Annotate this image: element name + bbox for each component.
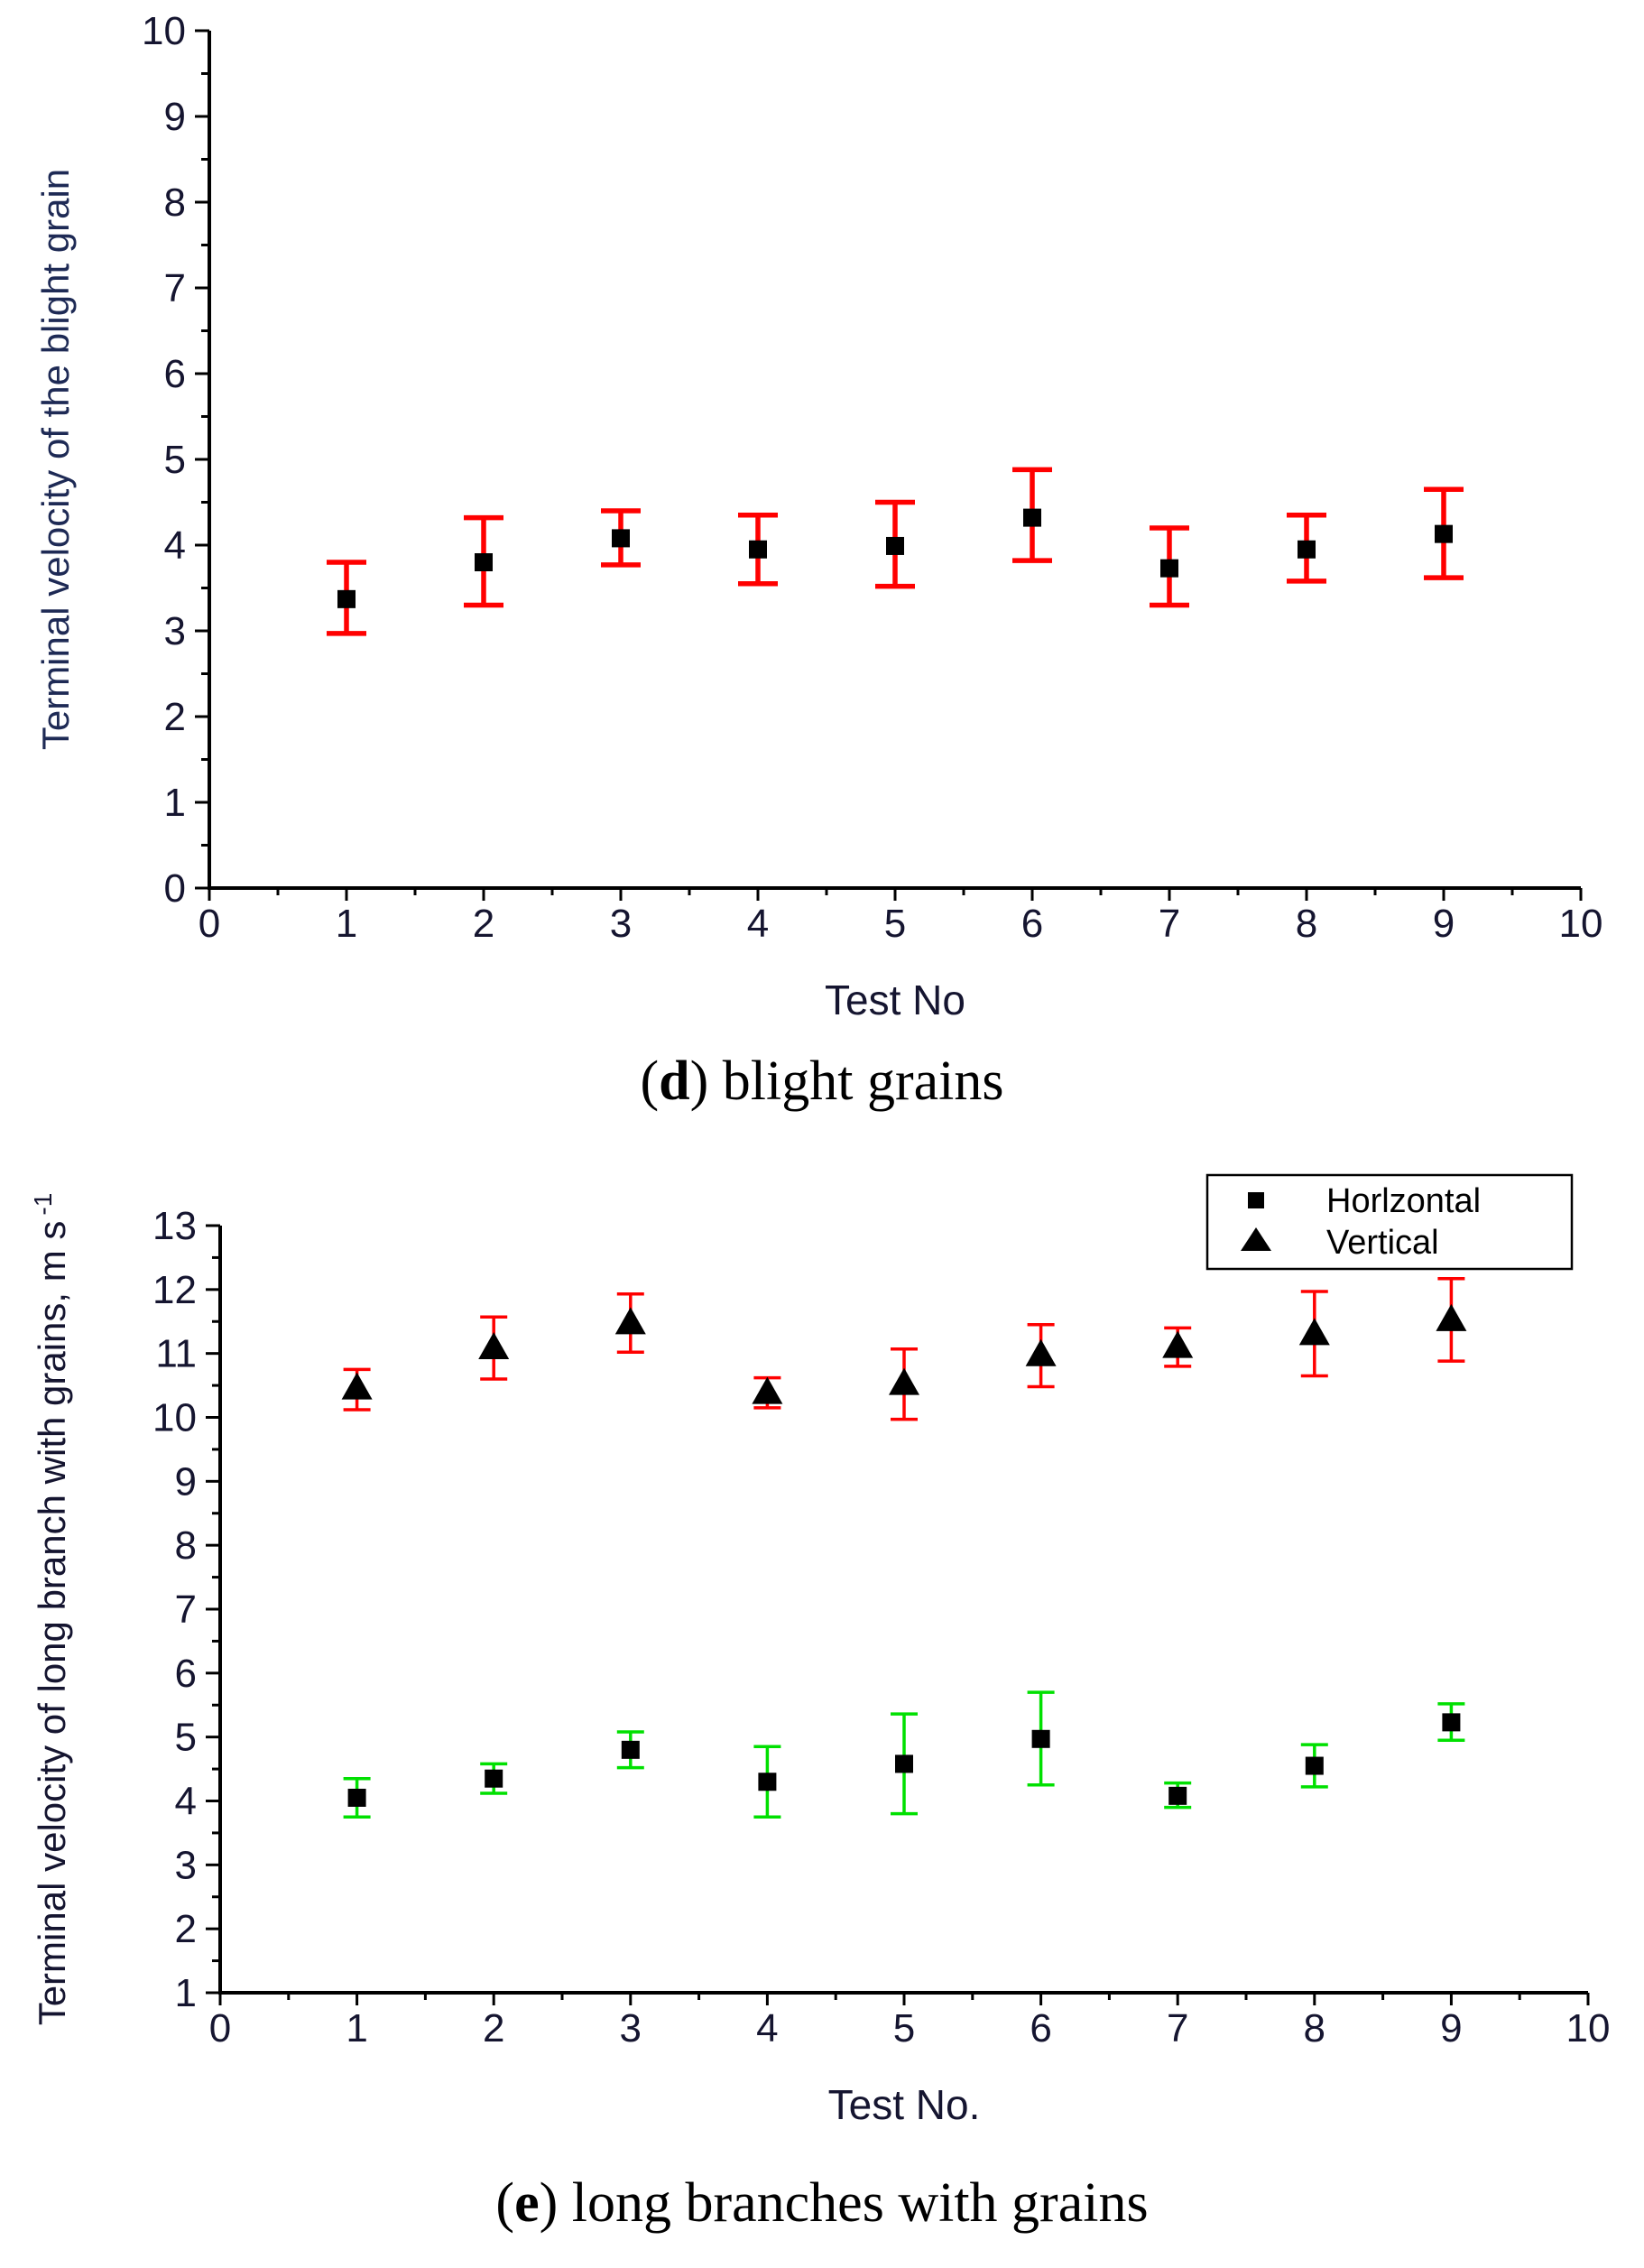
legend-box	[1205, 1173, 1574, 1271]
data-point-square	[1031, 1729, 1050, 1748]
x-tick-label: 2	[473, 902, 494, 946]
x-axis-title: Test No.	[828, 2081, 981, 2128]
legend-marker-triangle	[1241, 1227, 1271, 1251]
data-point-triangle	[1025, 1338, 1057, 1366]
data-point-triangle	[889, 1367, 919, 1395]
y-tick-label: 5	[175, 1716, 197, 1760]
data-point-triangle	[752, 1376, 783, 1404]
data-point-triangle	[1436, 1303, 1467, 1331]
data-point-square	[886, 536, 904, 555]
data-point-square	[1442, 1713, 1461, 1732]
data-point-triangle	[478, 1332, 510, 1359]
y-tick-label: 13	[152, 1204, 197, 1248]
x-tick-label: 3	[620, 2006, 642, 2050]
y-tick-label: 0	[164, 866, 186, 911]
y-tick-label: 12	[152, 1268, 197, 1312]
legend-label: Horlzontal	[1326, 1182, 1481, 1220]
legend-label: Vertical	[1326, 1224, 1439, 1262]
y-tick-label: 7	[175, 1588, 197, 1632]
x-tick-label: 1	[336, 902, 357, 946]
series-0	[343, 1690, 1465, 1819]
y-tick-label: 8	[164, 181, 186, 225]
caption-text: blight grains	[723, 1051, 1004, 1112]
y-tick-label: 1	[164, 781, 186, 825]
caption-letter: d	[659, 1051, 689, 1112]
x-tick-label: 0	[199, 902, 220, 946]
x-axis-title: Test No	[825, 977, 965, 1023]
legend: Horlzontal Vertical	[1205, 1173, 1574, 1271]
y-tick-label: 3	[175, 1843, 197, 1887]
series-1	[341, 1277, 1467, 1421]
data-point-square	[1168, 1786, 1187, 1805]
y-tick-label: 2	[175, 1907, 197, 1951]
x-tick-label: 7	[1167, 2006, 1188, 2050]
y-tick-label: 5	[164, 438, 186, 482]
caption-letter: e	[514, 2172, 540, 2234]
figure-caption: (e) long branches with grains	[495, 2172, 1148, 2234]
y-tick-label: 11	[155, 1332, 197, 1376]
x-tick-label: 6	[1021, 902, 1043, 946]
y-tick-label: 3	[164, 609, 186, 653]
data-point-square	[758, 1773, 777, 1791]
data-point-square	[1298, 540, 1316, 559]
figure-caption: (d) blight grains	[641, 1051, 1004, 1112]
y-tick-label: 7	[164, 266, 186, 310]
x-tick-label: 7	[1159, 902, 1180, 946]
x-tick-label: 0	[209, 2006, 231, 2050]
y-tick-label: 9	[175, 1459, 197, 1504]
x-tick-label: 10	[1559, 902, 1603, 946]
chart-d: 0 1 2 3 4 5 6 7 8 9 10 0 1 2 3 4 5 6 7 8 9 10 Test No Terminal …	[34, 9, 1602, 1112]
data-point-square	[1435, 524, 1453, 543]
x-tick-label: 10	[1566, 2006, 1611, 2050]
x-tick-label: 4	[747, 902, 769, 946]
x-tick-label: 5	[893, 2006, 915, 2050]
data-point-square	[485, 1769, 503, 1788]
x-tick-label: 8	[1296, 902, 1317, 946]
y-axis-title: Terminal velocity of long branch with gr…	[29, 1193, 74, 2026]
data-point-square	[1160, 559, 1178, 578]
data-point-triangle	[1162, 1330, 1194, 1358]
y-axis-title-superscript: -1	[29, 1193, 57, 1216]
data-point-square	[1023, 508, 1041, 527]
data-point-square	[621, 1740, 640, 1759]
data-point-triangle	[341, 1372, 373, 1400]
y-tick-label: 8	[175, 1523, 197, 1568]
series-0	[327, 467, 1464, 636]
y-tick-label: 6	[164, 352, 186, 396]
x-tick-label: 4	[756, 2006, 778, 2050]
x-tick-label: 6	[1030, 2006, 1051, 2050]
data-point-triangle	[614, 1307, 646, 1335]
x-tick-label: 9	[1433, 902, 1455, 946]
y-tick-label: 1	[175, 1971, 197, 2015]
x-tick-label: 8	[1304, 2006, 1325, 2050]
data-point-triangle	[1298, 1318, 1330, 1346]
x-tick-label: 3	[610, 902, 632, 946]
y-tick-label: 4	[164, 523, 186, 568]
data-point-square	[475, 553, 493, 571]
y-tick-label: 9	[164, 95, 186, 139]
y-axis-title: Terminal velocity of the blight grain	[34, 169, 77, 750]
caption-text: long branches with grains	[572, 2172, 1149, 2234]
x-tick-label: 5	[884, 902, 906, 946]
y-tick-label: 6	[175, 1652, 197, 1696]
y-tick-label: 10	[152, 1396, 197, 1440]
y-tick-label: 10	[142, 9, 186, 53]
data-point-square	[337, 589, 356, 608]
x-tick-label: 9	[1440, 2006, 1462, 2050]
data-point-square	[1305, 1756, 1324, 1775]
data-point-square	[749, 540, 767, 559]
data-point-square	[612, 529, 630, 548]
y-tick-label: 4	[175, 1780, 197, 1824]
data-point-square	[895, 1754, 913, 1773]
legend-marker-square	[1248, 1192, 1264, 1208]
data-point-square	[347, 1788, 366, 1807]
x-tick-label: 1	[346, 2006, 367, 2050]
x-tick-label: 2	[483, 2006, 504, 2050]
y-tick-label: 2	[164, 695, 186, 739]
